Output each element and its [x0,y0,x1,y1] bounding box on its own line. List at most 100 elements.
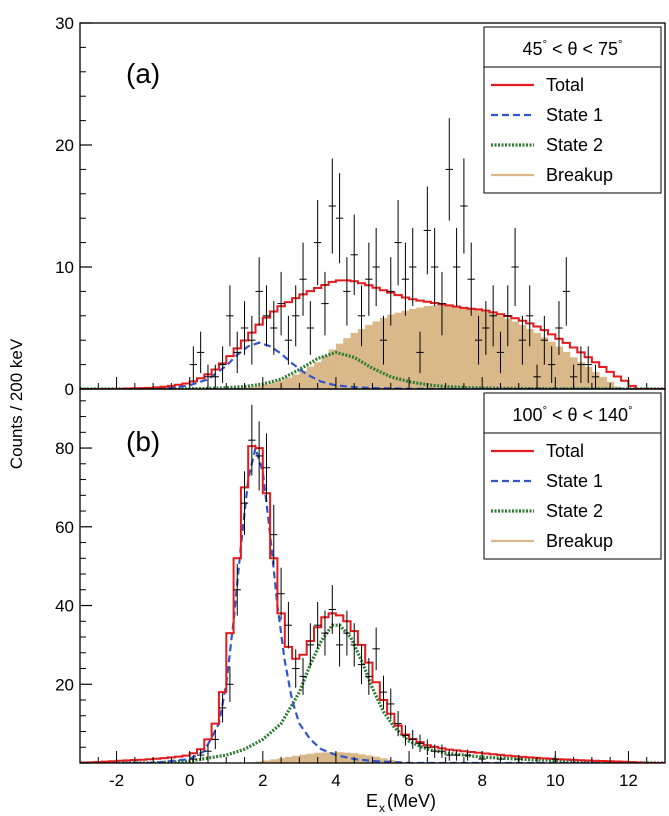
breakup-bar [292,755,300,763]
panel-b: 20 40 60 80 -2 0 2 4 6 8 10 12 (b) 100° < θ < 140° Tot… [55,388,666,790]
data-point [387,257,395,326]
data-point [255,257,263,326]
y-tick-label: 20 [55,136,74,155]
legend-item: Total [491,441,584,461]
breakup-bar [365,755,373,763]
data-point [270,504,278,565]
data-point [292,649,300,688]
data-point [409,729,417,749]
y-tick-label: 80 [55,439,74,458]
panel-label: (a) [126,58,160,89]
data-point [511,227,519,307]
y-axis-label: Counts / 200 keV [7,338,26,469]
breakup-bar [292,374,300,389]
breakup-bar [328,349,337,389]
data-point [328,158,336,254]
breakup-bar [357,754,366,763]
breakup-bar [248,386,256,389]
data-point [416,331,424,374]
data-point [299,242,307,316]
legend: 100° < θ < 140° Total State 1 State 2 Breaku… [483,392,662,560]
data-point [321,271,329,336]
legend-label: State 2 [546,501,603,521]
legend-item: Total [491,75,584,95]
data-point [306,623,314,667]
data-point [401,242,410,316]
data-point [204,744,212,758]
data-point [409,227,417,307]
data-point [423,739,431,756]
data-point [321,610,329,656]
y-tick-label: 10 [55,258,74,277]
data-point [306,301,314,355]
data-point [416,734,424,752]
data-point [240,471,249,536]
data-point [255,421,263,491]
x-tick-label: 8 [477,771,486,790]
data-point [401,725,410,746]
data-point [233,563,241,616]
data-point [489,285,497,347]
breakup-bar [255,761,264,763]
data-point [577,346,585,383]
data-point [526,285,534,347]
legend-label: Total [546,441,584,461]
panel-label: (b) [126,426,160,457]
y-tick-label: 30 [55,14,74,33]
data-point [372,627,380,671]
legend-label: State 1 [546,105,603,125]
data-point [335,623,344,667]
y-tick-label: 60 [55,518,74,537]
breakup-bar [321,752,330,763]
data-point [431,744,439,758]
breakup-bar [335,752,344,763]
legend-label: Total [546,75,584,95]
breakup-bar [314,362,322,389]
data-point [197,331,205,374]
legend-item: Breakup [491,165,613,185]
data-point [189,346,197,383]
angle-range-label: 100° < θ < 140° [513,405,633,425]
data-point [438,271,446,336]
data-point [452,749,461,761]
data-point [248,404,256,476]
legend-item: State 1 [491,471,603,491]
data-point [343,257,351,326]
data-point [357,285,366,347]
data-point [189,755,197,763]
breakup-bar [262,760,271,763]
x-tick-label: 6 [404,771,413,790]
data-point [277,271,285,336]
data-point [262,285,271,347]
legend-header-box [483,26,662,68]
data-point [240,301,249,355]
data-point [277,567,285,620]
breakup-bar [372,756,381,763]
legend-body-box [483,66,662,194]
data-point [463,749,472,761]
data-point [211,364,219,389]
x-axis-label-main: E [366,791,378,811]
data-point [591,364,600,389]
data-point [474,315,483,365]
data-point [226,666,234,702]
y-tick-label: 40 [55,597,74,616]
breakup-bar [365,325,373,389]
data-point [438,744,446,758]
legend-header-box [483,392,662,434]
total-histogram [80,445,665,763]
data-point [357,644,366,685]
breakup-bar [335,343,344,389]
breakup-bar [511,321,520,389]
data-point [292,285,300,347]
data-point [226,285,234,347]
data-point [504,285,512,347]
breakup-bar [379,758,388,763]
data-point [262,433,271,502]
breakup-bar [372,321,381,389]
data-point [314,601,322,649]
data-point [233,331,241,374]
legend-label: Breakup [546,531,613,551]
breakup-bar [504,318,512,389]
